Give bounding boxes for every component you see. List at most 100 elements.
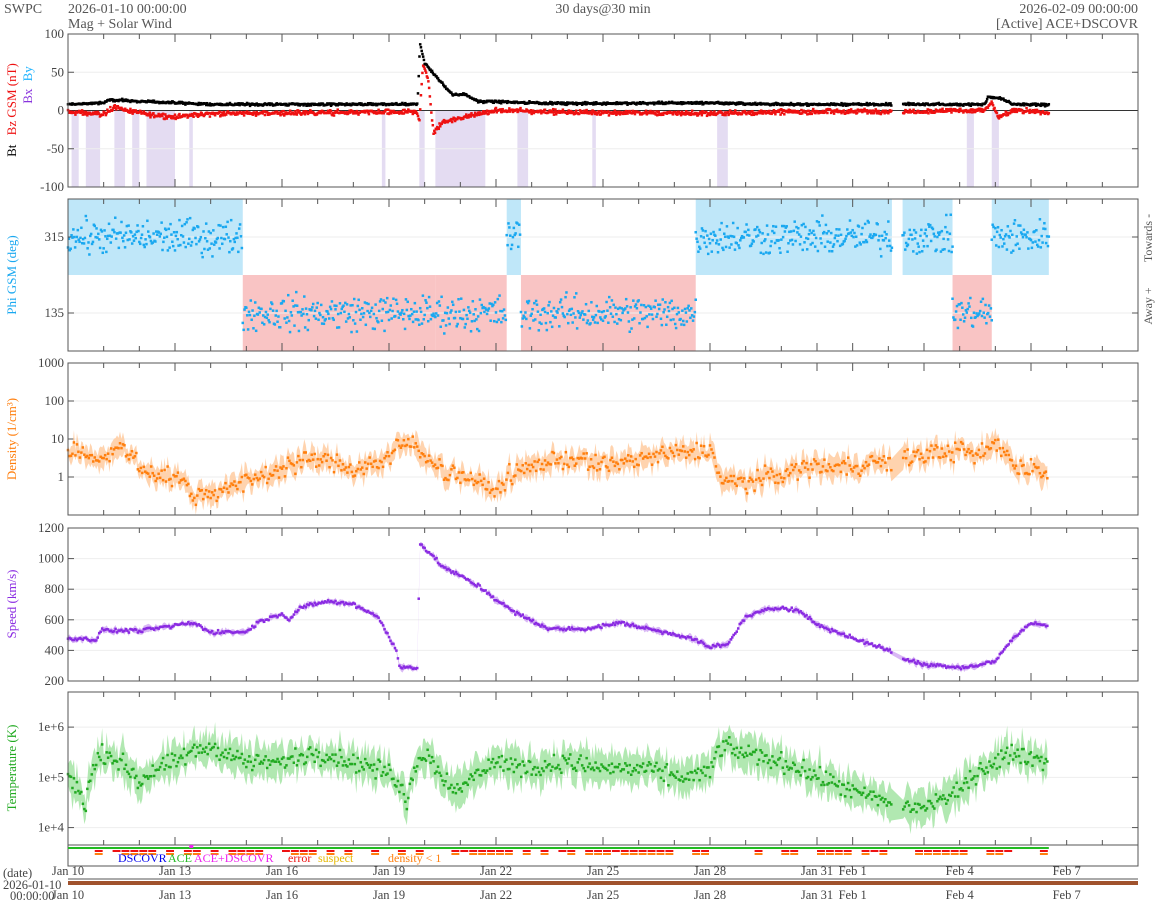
density-point	[719, 475, 722, 478]
phi-point	[182, 235, 185, 238]
phi-point	[73, 236, 76, 239]
phi-point	[951, 245, 954, 248]
phi-point	[167, 249, 170, 252]
y-tick-label: 1200	[38, 520, 64, 535]
phi-point	[1030, 239, 1033, 242]
density-point	[713, 456, 716, 459]
density-point	[588, 465, 591, 468]
bz-point	[387, 108, 390, 111]
phi-point	[194, 237, 197, 240]
phi-point	[679, 318, 682, 321]
phi-point	[295, 291, 298, 294]
phi-point	[356, 330, 359, 333]
density-point	[281, 468, 284, 471]
phi-point	[818, 224, 821, 227]
density-point	[630, 455, 633, 458]
density-point	[741, 480, 744, 483]
speed-point	[423, 547, 426, 550]
density-point	[1002, 447, 1005, 450]
speed-point	[484, 589, 487, 592]
density-point	[248, 477, 251, 480]
phi-point	[946, 231, 949, 234]
phi-point	[813, 233, 816, 236]
phi-point	[525, 318, 528, 321]
density-point	[631, 460, 634, 463]
phi-point	[99, 247, 102, 250]
speed-point	[489, 594, 492, 597]
bz-point	[1048, 112, 1051, 115]
density-point	[284, 475, 287, 478]
phi-point	[391, 310, 394, 313]
density-point	[330, 457, 333, 460]
phi-point	[276, 320, 279, 323]
phi-point	[885, 233, 888, 236]
phi-point	[85, 215, 88, 218]
density-point	[345, 466, 348, 469]
density-point	[195, 504, 198, 507]
phi-point	[471, 320, 474, 323]
phi-point	[855, 236, 858, 239]
phi-point	[620, 319, 623, 322]
bz-point	[499, 108, 502, 111]
phi-point	[955, 310, 958, 313]
phi-point	[489, 319, 492, 322]
density-point	[324, 453, 327, 456]
bz-point	[856, 111, 859, 114]
phi-point	[633, 317, 636, 320]
phi-point	[886, 245, 889, 248]
density-point	[856, 465, 859, 468]
phi-point	[255, 330, 258, 333]
phi-point	[373, 328, 376, 331]
density-point	[637, 464, 640, 467]
bz-point	[428, 87, 431, 90]
phi-point	[1041, 241, 1044, 244]
density-point	[768, 477, 771, 480]
density-point	[535, 470, 538, 473]
phi-point	[1009, 230, 1012, 233]
density-point	[105, 458, 108, 461]
density-point	[796, 478, 799, 481]
phi-point	[710, 232, 713, 235]
phi-point	[784, 230, 787, 233]
phi-point	[792, 243, 795, 246]
density-point	[417, 450, 420, 453]
phi-point	[883, 239, 886, 242]
phi-point	[836, 240, 839, 243]
speed-point	[211, 630, 214, 633]
phi-point	[370, 310, 373, 313]
phi-point	[719, 238, 722, 241]
speed-point	[293, 613, 296, 616]
phi-point	[980, 300, 983, 303]
phi-point	[154, 240, 157, 243]
phi-point	[856, 244, 859, 247]
phi-point	[707, 253, 710, 256]
phi-point	[820, 242, 823, 245]
density-point	[963, 448, 966, 451]
phi-point	[767, 233, 770, 236]
speed-point	[388, 636, 391, 639]
density-point	[801, 462, 804, 465]
org-label: SWPC	[4, 2, 42, 17]
phi-point	[991, 224, 994, 227]
phi-point	[598, 310, 601, 313]
phi-point	[963, 320, 966, 323]
phi-point	[168, 246, 171, 249]
density-point	[236, 488, 239, 491]
bz-point	[368, 113, 371, 116]
phi-point	[139, 243, 142, 246]
phi-point	[340, 312, 343, 315]
phi-point	[625, 298, 628, 301]
phi-point	[988, 304, 991, 307]
density-point	[807, 468, 810, 471]
density-point	[538, 459, 541, 462]
bz-point	[833, 112, 836, 115]
phi-point	[793, 230, 796, 233]
phi-point	[815, 237, 818, 240]
density-point	[205, 489, 208, 492]
density-point	[532, 466, 535, 469]
phi-point	[291, 314, 294, 317]
phi-point	[537, 310, 540, 313]
phi-point	[539, 313, 542, 316]
phi-point	[918, 251, 921, 254]
